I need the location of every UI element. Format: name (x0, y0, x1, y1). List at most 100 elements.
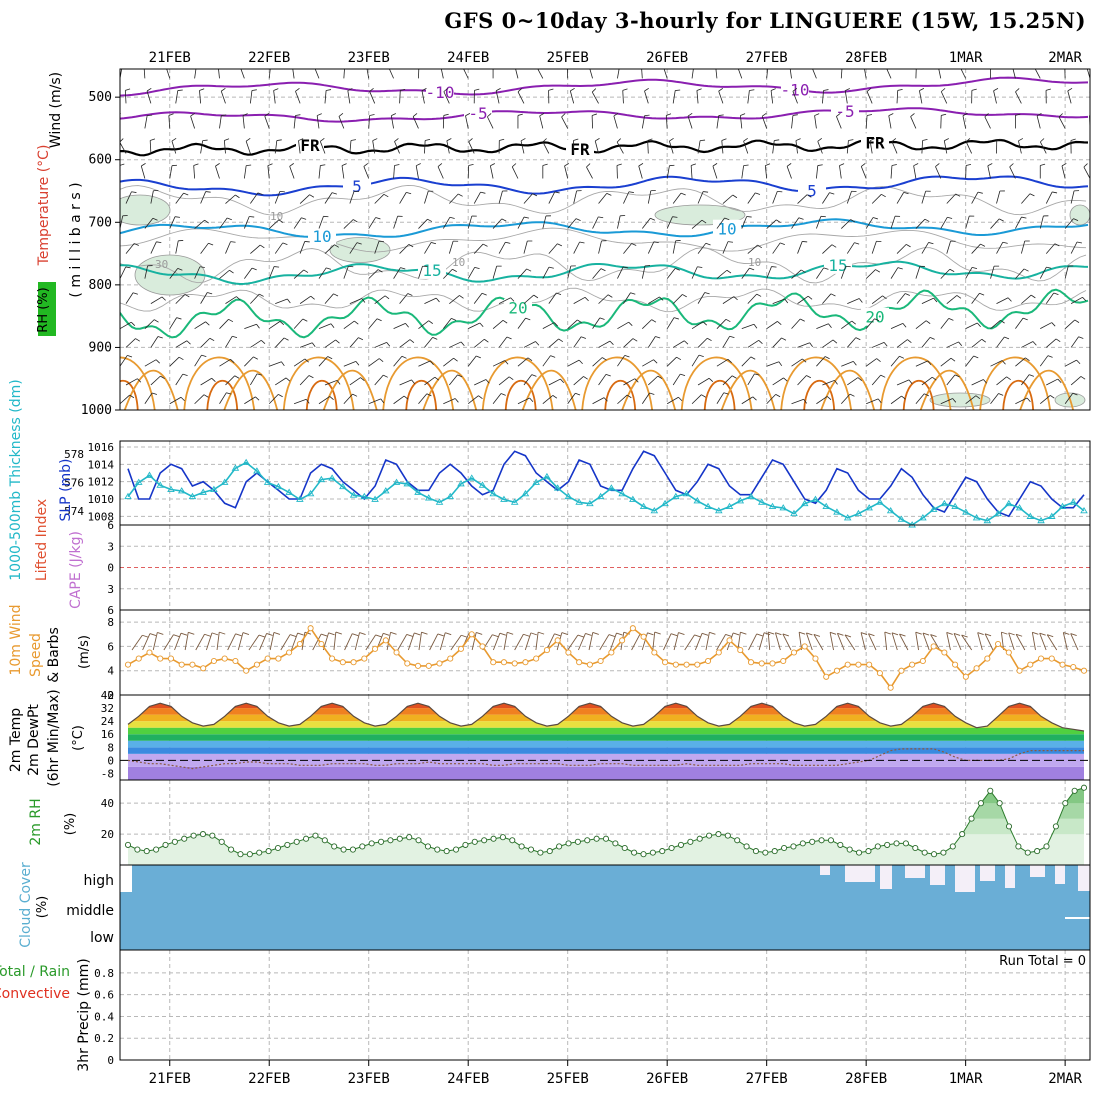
wind-barb-flag (425, 139, 431, 141)
wind10-line-marker (941, 649, 948, 656)
wind10-barb (524, 632, 532, 651)
wind-barb-flag (479, 322, 484, 327)
wind-barb-flag (1025, 357, 1030, 362)
wind-barb (393, 395, 405, 405)
wind-barb (741, 165, 745, 179)
wind10-barb (205, 632, 213, 651)
wind-barb-flag (971, 88, 977, 91)
temp-tick-label: 40 (101, 689, 114, 702)
rh-marker (527, 846, 535, 853)
wind-barb-flag (718, 114, 724, 116)
wind-barb (318, 396, 330, 405)
wind-barb (1089, 365, 1090, 367)
wind-barb (965, 215, 970, 229)
wind-barb (548, 292, 557, 304)
wind-barb (169, 396, 182, 405)
wind-barb-flag (1034, 63, 1038, 66)
wind-barb (1039, 395, 1051, 405)
rh-marker (743, 843, 750, 850)
rh-marker (537, 849, 544, 856)
wind-barb-flag (282, 242, 288, 245)
wind-barb (747, 340, 759, 348)
wind-barb-flag (1061, 163, 1067, 167)
wind-barb (996, 297, 1009, 304)
wind-barb (269, 361, 282, 367)
wind-barb (440, 69, 444, 79)
wind-barb (896, 293, 906, 304)
wind-barb (623, 378, 635, 386)
wind-barb (772, 242, 781, 254)
wind-barb-flag (375, 217, 381, 220)
wind-barb (971, 293, 980, 304)
wind-barb-flag (902, 323, 907, 328)
wind-tick-label: 2 (107, 689, 114, 702)
wind-barb-flag (984, 113, 989, 118)
thickness-line-marker (1047, 512, 1056, 519)
wind-barb (225, 336, 233, 348)
axis-label-dewpt: 2m DewPt (26, 704, 42, 776)
wind-barb (418, 266, 423, 279)
wind10-barb-flag (1039, 632, 1046, 636)
rh-marker (256, 849, 263, 856)
wind-barb-flag (583, 376, 588, 380)
contour-label-bg (426, 82, 454, 101)
wind-barb-flag (832, 339, 838, 344)
thickness-line-marker (672, 492, 680, 500)
thickness-line-marker (962, 508, 970, 515)
wind-barb (613, 115, 618, 129)
wind-barb (492, 265, 498, 279)
wind-barb (372, 140, 376, 154)
wind-barb (194, 266, 201, 279)
wind-barb-flag (369, 88, 374, 92)
wind-barb (940, 91, 948, 104)
wind-barb-flag (853, 361, 857, 366)
wind-barb-flag (680, 373, 686, 376)
wind-barb (722, 194, 733, 204)
rh-marker (452, 846, 460, 853)
wind-barb-flag (891, 164, 897, 166)
wind10-barb (301, 632, 306, 651)
thickness-line-marker (843, 514, 852, 521)
wind10-barb-flag (507, 631, 514, 635)
wind-barb (1067, 90, 1072, 104)
wind-barb-flag (131, 191, 137, 193)
wind-barb-flag (874, 318, 880, 322)
wind-barb (250, 192, 259, 204)
wind-barb (691, 69, 694, 79)
wind-barb (672, 90, 676, 104)
wind-barb-flag (446, 138, 452, 142)
wind-barb (865, 217, 874, 229)
rh-marker (509, 837, 516, 844)
wind10-barb (891, 632, 898, 651)
wind-barb (219, 269, 230, 279)
wind-barb (200, 292, 208, 304)
wind-barb-flag (525, 317, 531, 321)
temp-band (128, 766, 1084, 780)
li-tick-label: 6 (107, 519, 114, 532)
low-level-contour (979, 356, 1052, 410)
li-tick-label: 0 (107, 562, 114, 575)
wind-barb (791, 398, 804, 405)
wind-barb (797, 375, 807, 386)
low-level-contour (919, 369, 975, 410)
wind10-barb-flag (180, 632, 188, 636)
rh-marker (921, 849, 928, 856)
axis-label-barbs: & Barbs (46, 627, 62, 683)
wind10-barb-flag (725, 633, 732, 637)
rh-marker (584, 837, 591, 844)
wind-barb (363, 166, 370, 179)
wind10-line-marker (286, 649, 293, 656)
rh-marker (977, 800, 984, 807)
wind-barb (1089, 277, 1090, 279)
wind-barb-flag (591, 88, 597, 93)
wind-barb (915, 360, 928, 367)
wind-barb (368, 269, 379, 279)
wind-barb (940, 318, 950, 329)
wind-barb (965, 141, 973, 154)
rh-marker (499, 834, 506, 841)
wind10-line-marker (758, 660, 765, 667)
wind-barb-flag (991, 64, 996, 65)
wind-barb-flag (495, 88, 501, 92)
wind-barb-flag (866, 88, 872, 92)
wind-barb-flag (432, 336, 438, 340)
